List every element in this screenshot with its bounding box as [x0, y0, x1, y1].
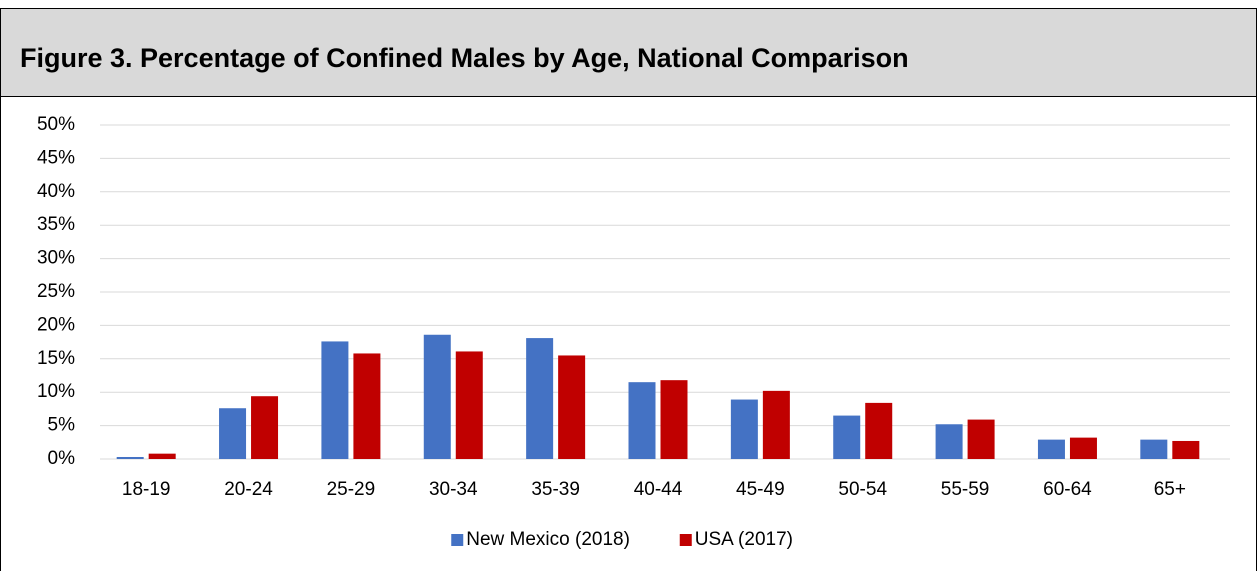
- x-tick-label: 40-44: [634, 479, 683, 500]
- x-tick-label: 45-49: [736, 479, 785, 500]
- y-tick-label: 45%: [37, 147, 75, 168]
- legend-swatch: [451, 534, 464, 546]
- x-tick-label: 25-29: [327, 479, 376, 500]
- y-tick-label: 10%: [37, 381, 75, 402]
- bar: [455, 351, 483, 459]
- bar: [423, 334, 451, 459]
- bar: [148, 453, 176, 459]
- y-tick-label: 20%: [37, 314, 75, 335]
- x-tick-label: 65+: [1154, 479, 1186, 500]
- bar: [628, 382, 656, 459]
- y-tick-label: 5%: [48, 415, 76, 436]
- y-tick-label: 40%: [37, 181, 75, 202]
- title-band: [0, 8, 1257, 97]
- x-tick-label: 55-59: [941, 479, 990, 500]
- bar: [1037, 439, 1065, 459]
- bar: [558, 355, 586, 459]
- bar: [967, 419, 995, 459]
- bar: [526, 338, 554, 459]
- bar: [219, 408, 247, 459]
- x-tick-label: 18-19: [122, 479, 171, 500]
- bar: [865, 402, 893, 459]
- bar: [762, 390, 790, 459]
- bar: [730, 399, 758, 459]
- x-tick-label: 30-34: [429, 479, 478, 500]
- x-tick-label: 35-39: [531, 479, 580, 500]
- chart-title: Figure 3. Percentage of Confined Males b…: [20, 43, 909, 73]
- bar: [935, 424, 963, 459]
- y-tick-label: 50%: [37, 114, 75, 135]
- y-tick-label: 25%: [37, 281, 75, 302]
- bar: [1172, 440, 1200, 459]
- legend-label: USA (2017): [695, 529, 793, 550]
- bar: [833, 415, 861, 459]
- y-tick-label: 35%: [37, 214, 75, 235]
- bar: [660, 380, 688, 459]
- x-tick-label: 60-64: [1043, 479, 1092, 500]
- x-tick-label: 50-54: [838, 479, 887, 500]
- y-tick-label: 30%: [37, 248, 75, 269]
- legend-swatch: [679, 534, 692, 546]
- bar: [353, 353, 381, 459]
- legend-label: New Mexico (2018): [466, 529, 630, 550]
- bar: [1069, 437, 1097, 459]
- x-tick-label: 20-24: [224, 479, 273, 500]
- bar: [1140, 439, 1168, 459]
- bar: [116, 456, 144, 459]
- y-tick-label: 15%: [37, 348, 75, 369]
- y-tick-label: 0%: [48, 448, 76, 469]
- bar: [251, 396, 279, 459]
- bar: [321, 341, 349, 459]
